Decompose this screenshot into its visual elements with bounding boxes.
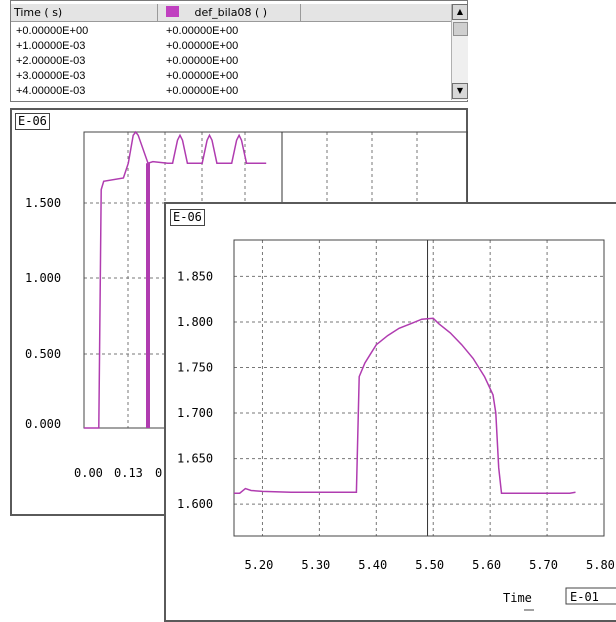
front-x-axis-title: Time xyxy=(503,591,532,605)
front-x-tick-1: 5.30 xyxy=(301,558,330,572)
table-cell-value: +0.00000E+00 xyxy=(166,70,239,82)
table-cell-value: +0.00000E+00 xyxy=(166,55,239,67)
front-x-tick-5: 5.70 xyxy=(529,558,558,572)
front-y-tick-3: 1.700 xyxy=(177,406,213,420)
table-cell-time: +3.00000E-03 xyxy=(16,70,86,82)
scrollbar-thumb[interactable] xyxy=(453,22,468,36)
back-x-tick-0: 0.00 xyxy=(74,466,103,480)
back-plot-line xyxy=(84,130,267,429)
front-plot-window: E-06 5.20 5.30 5.40 5.50 5.60 5.70 5.80 1.850 1.… xyxy=(164,202,616,622)
front-y-tick-0: 1.850 xyxy=(177,269,213,283)
table-cell-time: +1.00000E-03 xyxy=(16,40,86,52)
front-x-tick-6: 5.80 xyxy=(586,558,615,572)
table-cell-value: +0.00000E+00 xyxy=(166,40,239,52)
back-x-tick-1: 0.13 xyxy=(114,466,143,480)
table-cell-time: +2.00000E-03 xyxy=(16,55,86,67)
front-x-tick-3: 5.50 xyxy=(415,558,444,572)
back-plot-scale-label: E-06 xyxy=(15,113,50,130)
data-table: Time ( s) def_bila08 ( ) +0.00000E+00 +0.… xyxy=(10,0,468,102)
front-y-tick-5: 1.600 xyxy=(177,497,213,511)
column-header-time-label: Time ( s) xyxy=(14,6,63,19)
front-y-tick-4: 1.650 xyxy=(177,452,213,466)
back-x-tick-2: 0 xyxy=(155,466,162,480)
back-y-tick-1: 1.000 xyxy=(25,271,61,285)
table-cell-time: +0.00000E+00 xyxy=(16,25,89,37)
front-plot-canvas[interactable]: 5.20 5.30 5.40 5.50 5.60 5.70 5.80 1.850 1.800 1.… xyxy=(166,204,616,622)
back-series-line xyxy=(84,130,267,429)
front-plot-grid xyxy=(234,240,604,536)
front-x-tick-4: 5.60 xyxy=(472,558,501,572)
front-x-scale-label: E-01 xyxy=(570,590,599,604)
arrow-up-icon[interactable]: ▲ xyxy=(452,4,468,20)
front-plot-scale-label: E-06 xyxy=(170,209,205,226)
front-x-scale-box xyxy=(565,587,616,605)
back-y-tick-3: 0.000 xyxy=(25,417,61,431)
table-cell-value: +0.00000E+00 xyxy=(166,25,239,37)
table-cell-value: +0.00000E+00 xyxy=(166,85,239,97)
front-plot-line xyxy=(234,317,576,494)
column-header-time[interactable]: Time ( s) xyxy=(11,4,158,22)
front-x-tick-2: 5.40 xyxy=(358,558,387,572)
front-y-tick-1: 1.800 xyxy=(177,315,213,329)
front-y-tick-2: 1.750 xyxy=(177,361,213,375)
front-x-tick-0: 5.20 xyxy=(244,558,273,572)
column-header-series-label: def_bila08 ( ) xyxy=(194,6,268,19)
column-header-series[interactable]: def_bila08 ( ) xyxy=(158,4,301,22)
arrow-down-icon[interactable]: ▼ xyxy=(452,83,468,99)
table-vertical-scrollbar[interactable]: ▲ ▼ xyxy=(451,4,468,100)
back-y-tick-2: 0.500 xyxy=(25,347,61,361)
back-series-spike xyxy=(146,163,150,428)
series-swatch xyxy=(166,6,179,17)
column-header-empty xyxy=(301,4,451,22)
front-plot-frame xyxy=(233,239,605,537)
front-series-line xyxy=(234,317,576,494)
back-y-tick-0: 1.500 xyxy=(25,196,61,210)
table-cell-time: +4.00000E-03 xyxy=(16,85,86,97)
